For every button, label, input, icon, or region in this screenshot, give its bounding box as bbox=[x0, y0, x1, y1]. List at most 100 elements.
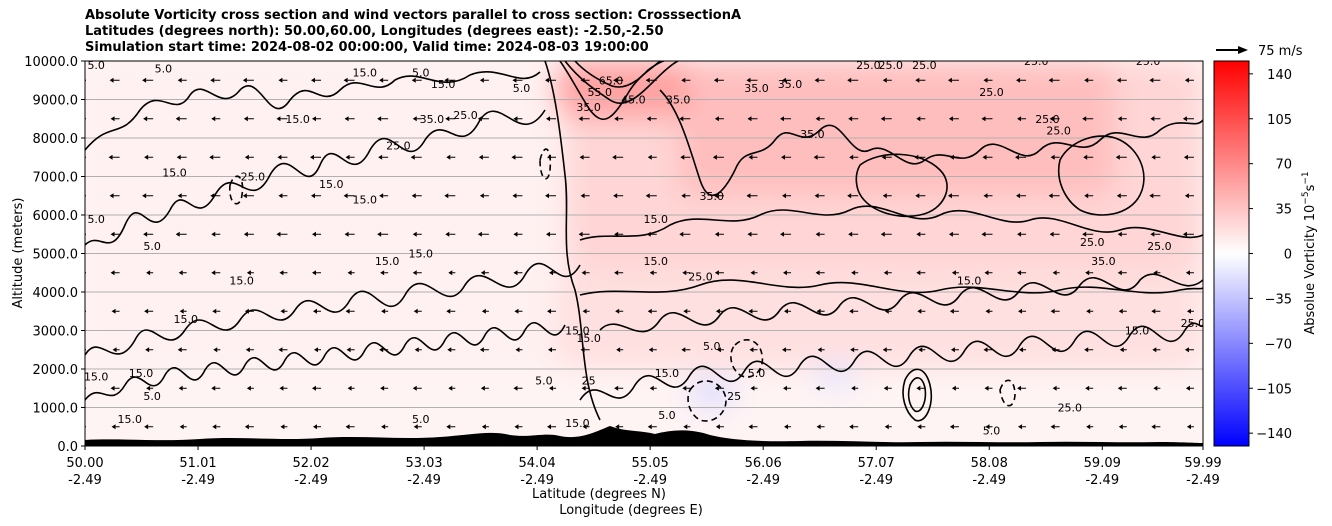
wind-vector-head bbox=[614, 270, 619, 276]
wind-vector-head bbox=[582, 308, 587, 314]
wind-vector-head bbox=[79, 309, 83, 314]
wind-vector-head bbox=[679, 231, 684, 237]
contour-label: 15.0 bbox=[655, 367, 680, 380]
wind-vector-head bbox=[1048, 193, 1053, 199]
wind-vector-head bbox=[112, 347, 117, 353]
wind-vector-head bbox=[716, 347, 721, 353]
wind-vector-head bbox=[947, 193, 952, 199]
wind-vector-head bbox=[512, 77, 517, 83]
wind-vector-head bbox=[279, 385, 284, 391]
wind-vector-head bbox=[110, 116, 115, 122]
contour-label: 15.0 bbox=[1125, 325, 1150, 338]
wind-vector-head bbox=[179, 424, 184, 430]
contour-label: 5.0 bbox=[535, 375, 553, 388]
wind-vector-head bbox=[146, 385, 151, 391]
wind-vector-head bbox=[210, 193, 215, 199]
wind-vector-head bbox=[78, 270, 82, 275]
vorticity-region-mid-band bbox=[555, 272, 1203, 369]
wind-vector-head bbox=[546, 231, 551, 237]
wind-vector-head bbox=[578, 116, 583, 122]
wind-vector-head bbox=[579, 154, 584, 160]
wind-vector-head bbox=[917, 424, 922, 430]
wind-vector-head bbox=[1084, 193, 1089, 199]
wind-vector-head bbox=[714, 116, 719, 122]
wind-vector-head bbox=[1184, 77, 1189, 83]
wind-vector-head bbox=[448, 385, 453, 391]
wind-vector-head bbox=[917, 308, 922, 314]
wind-vector-head bbox=[681, 77, 686, 83]
wind-vector-head bbox=[513, 231, 518, 237]
wind-vector-head bbox=[1019, 347, 1024, 353]
wind-vector-head bbox=[448, 270, 453, 276]
wind-vector-head bbox=[916, 270, 921, 276]
contour-label: 25.0 bbox=[1147, 240, 1172, 253]
wind-vector-head bbox=[581, 270, 586, 276]
wind-vector-head bbox=[679, 116, 684, 122]
wind-vector-head bbox=[1184, 193, 1189, 199]
contour-label: 15.0 bbox=[229, 274, 254, 287]
wind-vector-head bbox=[1085, 385, 1090, 391]
wind-vector-head bbox=[581, 385, 586, 391]
vorticity-region-blue-cell-2 bbox=[812, 361, 858, 389]
wind-vector-head bbox=[984, 270, 989, 276]
wind-vector-head bbox=[446, 308, 451, 314]
wind-vector-head bbox=[884, 308, 889, 314]
wind-vector-head bbox=[1118, 424, 1123, 430]
wind-vector-head bbox=[144, 424, 149, 430]
contour-label: 15.0 bbox=[576, 332, 601, 345]
wind-vector-head bbox=[111, 308, 116, 314]
wind-vector-head bbox=[445, 116, 450, 122]
wind-vector-head bbox=[1149, 77, 1154, 83]
wind-vector-head bbox=[983, 193, 988, 199]
contour-label: 15.0 bbox=[118, 413, 143, 426]
wind-vector-head bbox=[413, 424, 418, 430]
wind-vector-head bbox=[76, 155, 80, 160]
wind-vector-head bbox=[444, 77, 449, 83]
wind-vector-head bbox=[714, 231, 719, 237]
wind-vector-head bbox=[379, 193, 384, 199]
wind-vector-head bbox=[312, 116, 317, 122]
x-tick-label-lat: 58.08 bbox=[971, 456, 1008, 471]
wind-vector-head bbox=[146, 270, 151, 276]
contour-label: 5.0 bbox=[703, 340, 721, 353]
wind-vector-head bbox=[580, 193, 585, 199]
wind-vector-head bbox=[378, 154, 383, 160]
wind-vector-head bbox=[1184, 347, 1189, 353]
wind-vector-head bbox=[614, 231, 619, 237]
wind-vector-head bbox=[1082, 116, 1087, 122]
wind-vector-head bbox=[649, 385, 654, 391]
wind-vector-head bbox=[782, 347, 787, 353]
wind-vector-head bbox=[1186, 308, 1191, 314]
wind-vector-head bbox=[815, 231, 820, 237]
wind-vector-head bbox=[984, 385, 989, 391]
wind-vector-head bbox=[179, 308, 184, 314]
wind-vector-head bbox=[948, 231, 953, 237]
wind-vector-head bbox=[175, 231, 180, 237]
contour-label: 25.0 bbox=[856, 59, 881, 72]
contour-label: 5.0 bbox=[143, 390, 161, 403]
wind-vector-head bbox=[377, 116, 382, 122]
wind-vector-head bbox=[615, 424, 620, 430]
wind-vector-head bbox=[847, 77, 852, 83]
chart-title-line-3: Simulation start time: 2024-08-02 00:00:… bbox=[85, 40, 649, 55]
x-tick-label-lat: 54.04 bbox=[519, 456, 556, 471]
wind-vector-head bbox=[1119, 347, 1124, 353]
wind-vector-head bbox=[143, 116, 148, 122]
wind-vector-head bbox=[884, 424, 889, 430]
wind-vector-head bbox=[209, 154, 214, 160]
wind-vector-head bbox=[1185, 385, 1190, 391]
wind-vector-head bbox=[243, 116, 248, 122]
wind-vector-head bbox=[1050, 424, 1055, 430]
wind-vector-head bbox=[381, 424, 386, 430]
wind-vector-head bbox=[143, 231, 148, 237]
x-tick-label-lon: -2.49 bbox=[181, 473, 215, 488]
colorbar-gradient bbox=[1213, 60, 1250, 447]
wind-vector-head bbox=[212, 424, 217, 430]
contour-label: 35.0 bbox=[666, 94, 691, 107]
wind-vector-head bbox=[851, 270, 856, 276]
wind-vector-head bbox=[513, 385, 518, 391]
wind-vector-head bbox=[816, 424, 821, 430]
wind-vector-head bbox=[649, 270, 654, 276]
wind-vector-head bbox=[380, 385, 385, 391]
y-tick-label: 2000.0 bbox=[33, 363, 79, 378]
